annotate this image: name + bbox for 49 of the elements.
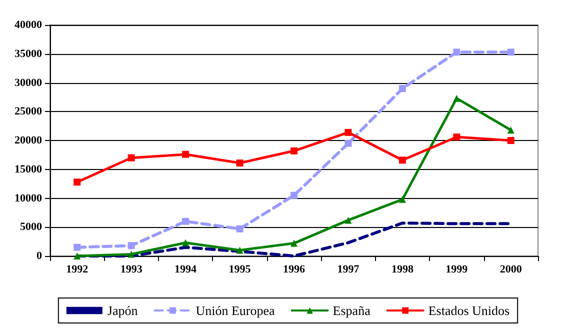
point: [236, 225, 244, 232]
x-tick-label: 2000: [500, 264, 522, 276]
point: [453, 134, 460, 141]
x-tick-label: 1996: [283, 264, 306, 276]
x-tick-label: 1997: [337, 264, 360, 276]
y-tick-label: 30000: [14, 76, 42, 89]
y-tick-label: 15000: [14, 163, 42, 176]
x-tick-label: 1992: [66, 264, 89, 276]
point: [453, 94, 460, 102]
point: [74, 178, 81, 186]
legend-label: Estados Unidos: [428, 303, 510, 318]
y-tick-label: 40000: [14, 19, 42, 31]
y-tick-label: 10000: [14, 192, 42, 204]
point: [344, 140, 352, 147]
point: [236, 246, 244, 254]
x-tick-label: 1995: [228, 264, 252, 276]
point: [74, 252, 81, 260]
point: [182, 150, 190, 158]
x-tick-label: 1994: [174, 264, 198, 276]
point: [344, 216, 352, 224]
point: [290, 240, 298, 247]
point: [398, 85, 406, 92]
point: [453, 48, 460, 56]
point: [507, 137, 514, 144]
y-tick-label: 35000: [14, 48, 42, 60]
x-tick-label: 1999: [446, 264, 468, 276]
x-tick-label: 1998: [391, 264, 414, 276]
point: [290, 147, 298, 154]
y-tick-label: 20000: [14, 134, 42, 146]
y-tick-label: 0: [36, 250, 42, 262]
legend-label: Japón: [107, 303, 138, 318]
point: [182, 218, 190, 225]
point: [128, 242, 135, 250]
point: [128, 250, 135, 258]
point: [290, 192, 298, 199]
point: [507, 48, 514, 56]
point: [398, 196, 406, 203]
point: [236, 160, 244, 167]
point: [507, 126, 514, 134]
point: [344, 128, 352, 136]
legend-label: España: [332, 303, 371, 318]
y-tick-label: 25000: [14, 106, 42, 118]
point: [182, 239, 190, 246]
legend-label: Unión Europea: [196, 303, 276, 318]
point: [398, 156, 406, 164]
point: [74, 244, 81, 251]
x-tick-label: 1993: [120, 264, 143, 276]
y-tick-label: 5000: [20, 221, 42, 234]
point: [128, 154, 135, 162]
